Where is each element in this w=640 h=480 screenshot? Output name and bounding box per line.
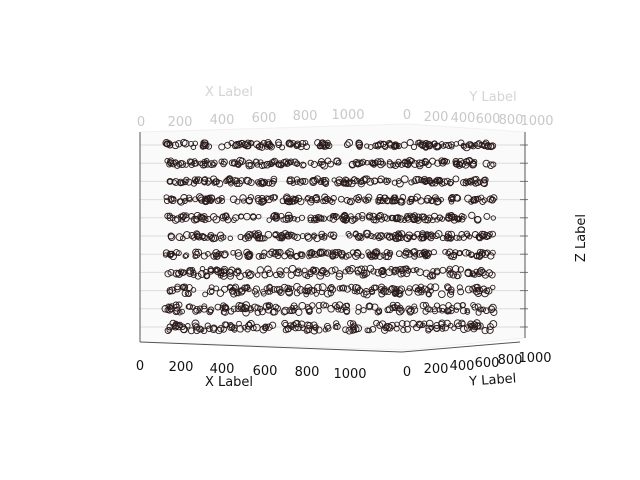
x-tick-label: 1000: [333, 367, 366, 382]
y-tick-label: 1000: [518, 351, 551, 366]
ghost-x-tick-label: 0: [137, 115, 145, 130]
y-tick-label: 200: [424, 362, 449, 377]
ghost-y-tick-label: 400: [451, 111, 476, 126]
ghost-x-tick-label: 200: [168, 115, 193, 130]
x-axis-label: X Label: [205, 375, 253, 390]
ghost-x-tick-label: 600: [252, 111, 277, 126]
ghost-y-axis-label: Y Label: [468, 90, 516, 105]
y-tick-label: 0: [403, 365, 411, 380]
y-axis-label: Y Label: [468, 371, 517, 389]
ghost-y-tick-label: 200: [424, 110, 449, 125]
ghost-y-tick-label: 600: [476, 112, 501, 127]
z-axis-label: Z Label: [574, 214, 589, 262]
ghost-x-tick-label: 1000: [331, 108, 364, 123]
y-tick-label: 400: [450, 359, 475, 374]
ghost-y-tick-label: 1000: [520, 114, 553, 129]
x-tick-label: 0: [136, 359, 144, 374]
ghost-x-axis-label: X Label: [205, 85, 253, 100]
x-tick-label: 600: [253, 364, 278, 379]
y-tick-label: 600: [475, 356, 500, 371]
ghost-y-tick-label: 0: [403, 108, 411, 123]
x-tick-label: 800: [295, 365, 320, 380]
ghost-x-tick-label: 800: [293, 109, 318, 124]
ghost-x-tick-label: 400: [210, 113, 235, 128]
x-tick-label: 200: [169, 360, 194, 375]
